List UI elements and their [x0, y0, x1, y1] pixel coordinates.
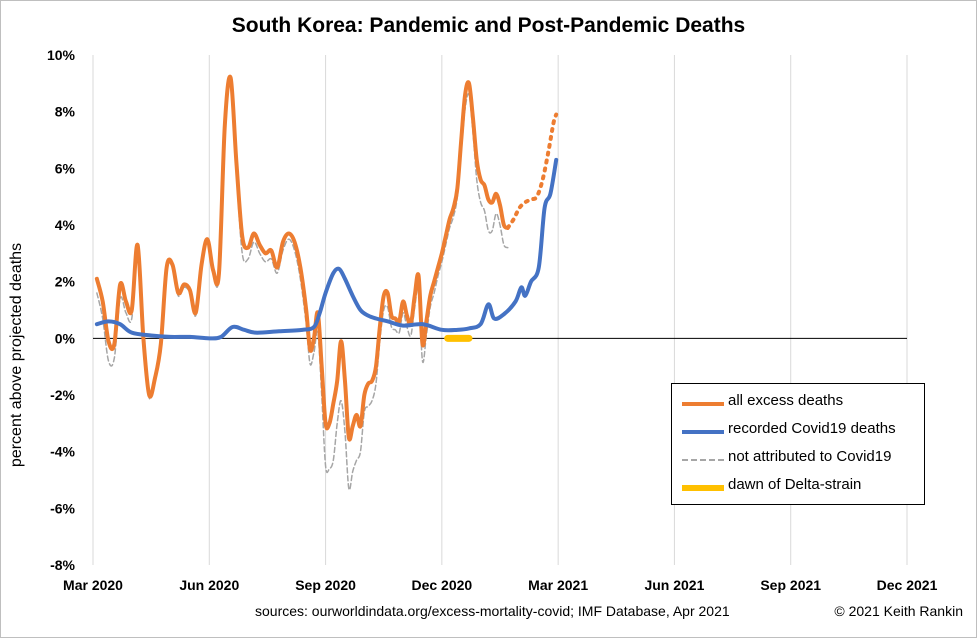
series-line-all-excess-deaths-projected — [505, 112, 559, 230]
x-tick-label: Sep 2020 — [295, 577, 356, 593]
legend-label: all excess deaths — [728, 392, 844, 409]
series-line-all-excess-deaths — [94, 74, 510, 442]
y-tick-label: 10% — [47, 47, 76, 63]
legend-swatch-grey — [682, 459, 724, 461]
y-tick-label: 4% — [55, 217, 76, 233]
y-tick-label: -2% — [50, 387, 75, 403]
y-tick-label: -6% — [50, 500, 75, 516]
legend-item-all-excess: all excess deaths — [672, 390, 924, 416]
x-tick-label: Sep 2021 — [760, 577, 821, 593]
series-line-recorded-covid19-deaths — [94, 157, 559, 341]
x-tick-label: Mar 2020 — [63, 577, 123, 593]
legend: all excess deaths recorded Covid19 death… — [671, 383, 925, 505]
y-tick-label: 2% — [55, 274, 76, 290]
legend-label: not attributed to Covid19 — [728, 448, 892, 465]
legend-item-recorded-covid: recorded Covid19 deaths — [672, 418, 924, 444]
legend-swatch-yellow — [682, 485, 724, 491]
y-tick-label: 6% — [55, 160, 76, 176]
chart-title-country: South Korea — [231, 14, 357, 37]
legend-label: recorded Covid19 deaths — [728, 420, 896, 437]
x-tick-label: Mar 2021 — [528, 577, 588, 593]
source-note: sources: ourworldindata.org/excess-morta… — [255, 603, 730, 619]
legend-label: dawn of Delta-strain — [728, 476, 862, 493]
x-tick-label: Dec 2021 — [877, 577, 938, 593]
y-tick-label: 8% — [55, 104, 76, 120]
chart-title: South Korea: Pandemic and Post-Pandemic … — [0, 14, 977, 38]
copyright-note: © 2021 Keith Rankin — [834, 603, 963, 619]
legend-swatch-blue — [682, 430, 724, 434]
chart-title-rest: : Pandemic and Post-Pandemic Deaths — [356, 14, 746, 37]
y-tick-label: 0% — [55, 330, 76, 346]
legend-swatch-orange — [682, 402, 724, 406]
x-tick-label: Jun 2021 — [644, 577, 704, 593]
legend-item-not-attributed: not attributed to Covid19 — [672, 446, 924, 472]
x-tick-label: Dec 2020 — [411, 577, 472, 593]
x-tick-label: Jun 2020 — [179, 577, 239, 593]
y-tick-label: -4% — [50, 444, 75, 460]
legend-item-delta: dawn of Delta-strain — [672, 474, 924, 500]
y-tick-label: -8% — [50, 557, 75, 573]
